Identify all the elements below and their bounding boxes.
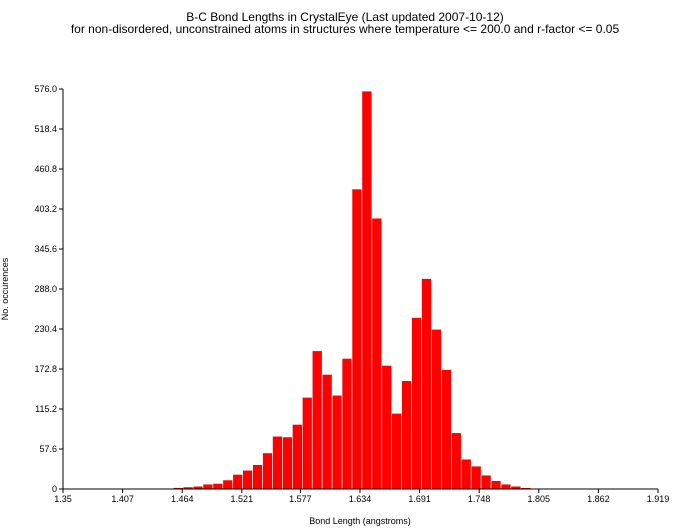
histogram-bar — [391, 413, 402, 490]
histogram-bar — [490, 480, 502, 490]
x-tick-label: 1.691 — [408, 494, 431, 504]
histogram-bar — [460, 458, 472, 490]
y-tick-label: 460.8 — [34, 164, 57, 174]
y-tick-label: 172.8 — [34, 364, 57, 374]
histogram-bar — [282, 436, 293, 490]
histogram-bar — [262, 452, 273, 490]
histogram-bar — [411, 317, 422, 490]
histogram-bar — [212, 483, 224, 490]
histogram-bar — [470, 465, 482, 490]
histogram-bar — [451, 432, 462, 490]
y-tick-label: 0 — [52, 484, 57, 494]
histogram-bar — [311, 350, 323, 490]
histogram-bar — [371, 217, 383, 490]
histogram-bar — [500, 483, 512, 490]
y-tick-label: 57.6 — [39, 444, 57, 454]
histogram-bar — [421, 278, 432, 490]
x-tick-label: 1.35 — [54, 494, 72, 504]
histogram-bar — [252, 464, 263, 490]
histogram-bar — [222, 479, 234, 490]
histogram-bar — [480, 474, 492, 490]
y-tick-label: 576.0 — [34, 84, 57, 94]
histogram-bar — [302, 397, 313, 490]
histogram-bar — [202, 483, 214, 490]
bar-group — [163, 90, 532, 490]
histogram-bar — [431, 328, 442, 490]
x-tick-label: 1.634 — [349, 494, 372, 504]
y-tick-label: 518.4 — [34, 124, 57, 134]
histogram-bar — [341, 358, 353, 490]
y-tick-label: 115.2 — [35, 404, 57, 414]
histogram-bar — [292, 424, 303, 490]
x-tick-label: 1.748 — [468, 494, 491, 504]
histogram-bar — [401, 380, 412, 490]
histogram-bar — [381, 365, 393, 490]
histogram-bar — [331, 394, 343, 490]
x-tick-label: 1.862 — [587, 494, 610, 504]
histogram-bar — [441, 369, 452, 490]
x-tick-label: 1.407 — [111, 494, 134, 504]
histogram-bar — [361, 90, 373, 490]
y-axis-ticks: 0 57.6 115.2 172.8 230.4 288.0 345.6 403.2 460.8… — [34, 84, 63, 494]
x-tick-label: 1.919 — [647, 494, 670, 504]
x-axis-title: Bond Length (angstroms) — [309, 516, 411, 526]
x-tick-label: 1.521 — [231, 494, 254, 504]
y-tick-label: 288.0 — [34, 284, 57, 294]
chart-subtitle: for non-disordered, unconstrained atoms … — [71, 22, 620, 36]
x-tick-label: 1.577 — [289, 494, 312, 504]
histogram-bar — [321, 374, 333, 490]
x-tick-label: 1.805 — [528, 494, 551, 504]
x-tick-label: 1.464 — [171, 494, 194, 504]
histogram-bar — [351, 188, 363, 490]
chart-title: B-C Bond Lengths in CrystalEye (Last upd… — [186, 10, 504, 24]
x-axis-ticks: 1.35 1.407 1.464 1.521 1.577 1.634 1.691 1.748 1… — [54, 489, 669, 504]
y-axis-title: No. occurences — [0, 257, 10, 320]
y-tick-label: 403.2 — [34, 204, 57, 214]
histogram-bar — [272, 435, 283, 490]
y-tick-label: 230.4 — [34, 324, 57, 334]
histogram-bar — [232, 474, 244, 490]
histogram-bar — [242, 469, 253, 490]
y-tick-label: 345.6 — [34, 244, 57, 254]
